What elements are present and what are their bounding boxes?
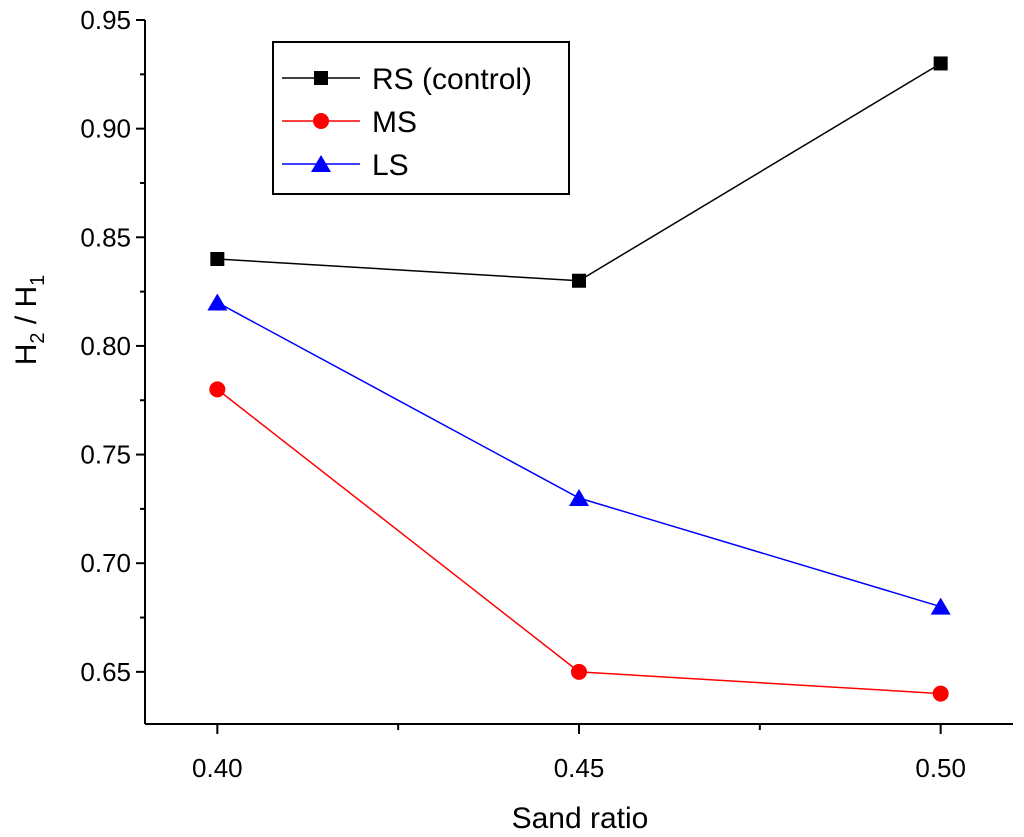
y-axis-title: H2 / H1 [10,275,49,366]
legend-marker [311,155,331,172]
data-point [933,56,948,71]
series-0 [210,56,948,288]
x-tick-label: 0.50 [915,753,966,783]
legend-marker [314,71,328,85]
legend-marker [313,113,329,129]
y-tick-label: 0.70 [80,548,131,578]
y-axis-title-main: H [10,344,43,366]
y-axis-title-sep: / [10,307,43,332]
x-axis-title: Sand ratio [512,802,649,835]
data-point [209,381,226,398]
data-point [207,293,228,311]
y-tick-label: 0.95 [80,5,131,35]
legend-label: RS (control) [372,63,532,96]
data-point [930,597,951,615]
series-line [216,301,941,608]
data-point [571,663,587,680]
y-tick-label: 0.65 [80,657,131,687]
series-2 [207,293,951,615]
y-tick-label: 0.85 [80,222,131,252]
axes: 0.65 0.70 0.75 0.80 0.85 0.90 0.95 0.40 0.45 0.50 [80,5,1013,783]
data-point [210,252,225,267]
data-point [569,489,589,507]
x-tick-label: 0.40 [192,753,243,783]
y-axis-title-main-2: H [10,286,43,308]
x-tick-label: 0.45 [554,753,605,783]
data-point [932,685,949,702]
data-point [572,273,586,288]
legend: RS (control) MS LS [272,41,570,195]
legend-label: MS [372,106,417,139]
series-layer [207,56,951,702]
y-axis-title-sub2: 2 [27,333,49,344]
legend-label: LS [372,149,409,182]
series-1 [209,381,949,702]
y-tick-label: 0.90 [80,114,131,144]
y-axis-title-sub1: 1 [27,275,49,286]
y-tick-label: 0.80 [80,331,131,361]
series-line [216,388,941,695]
y-tick-label: 0.75 [80,440,131,470]
